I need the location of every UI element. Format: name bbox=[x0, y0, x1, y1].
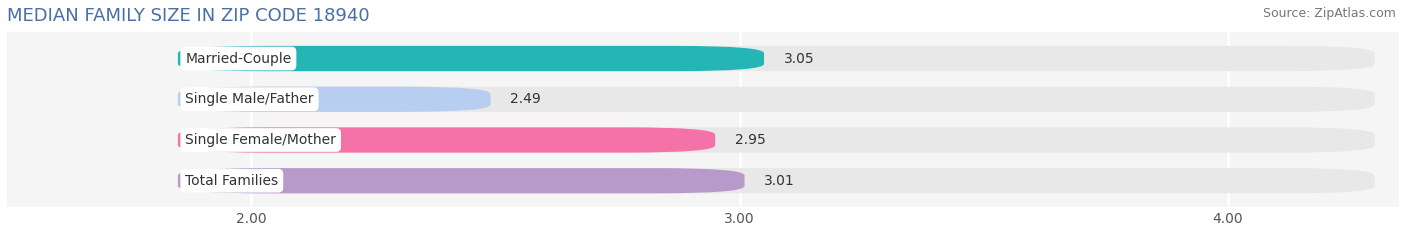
Text: 2.49: 2.49 bbox=[510, 92, 541, 106]
FancyBboxPatch shape bbox=[179, 127, 1375, 153]
FancyBboxPatch shape bbox=[179, 168, 1375, 193]
Text: Total Families: Total Families bbox=[186, 174, 278, 188]
Text: 3.01: 3.01 bbox=[763, 174, 794, 188]
FancyBboxPatch shape bbox=[179, 46, 763, 71]
FancyBboxPatch shape bbox=[179, 46, 1375, 71]
Text: Married-Couple: Married-Couple bbox=[186, 51, 291, 65]
FancyBboxPatch shape bbox=[179, 87, 491, 112]
Text: Source: ZipAtlas.com: Source: ZipAtlas.com bbox=[1263, 7, 1396, 20]
FancyBboxPatch shape bbox=[179, 87, 1375, 112]
Text: MEDIAN FAMILY SIZE IN ZIP CODE 18940: MEDIAN FAMILY SIZE IN ZIP CODE 18940 bbox=[7, 7, 370, 25]
Text: Single Female/Mother: Single Female/Mother bbox=[186, 133, 336, 147]
Text: Single Male/Father: Single Male/Father bbox=[186, 92, 314, 106]
Text: 3.05: 3.05 bbox=[783, 51, 814, 65]
FancyBboxPatch shape bbox=[179, 168, 745, 193]
FancyBboxPatch shape bbox=[179, 127, 716, 153]
Text: 2.95: 2.95 bbox=[735, 133, 765, 147]
